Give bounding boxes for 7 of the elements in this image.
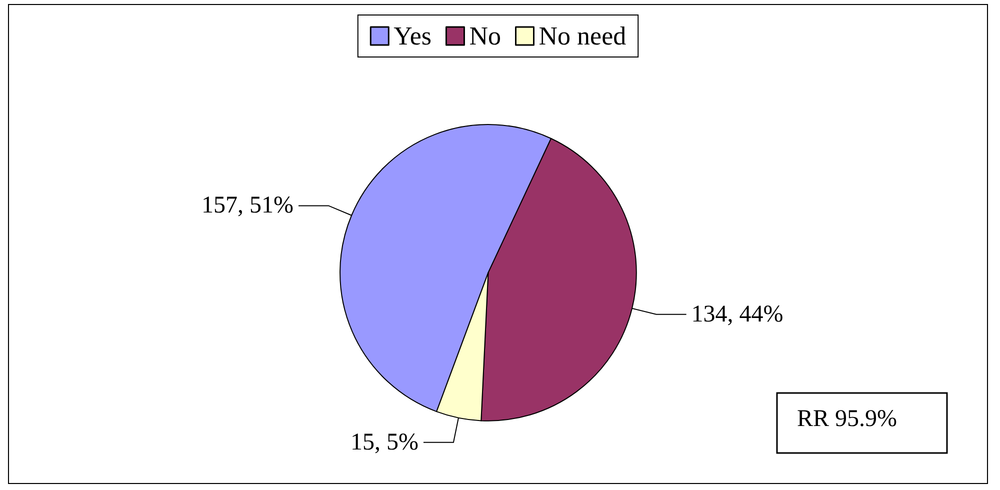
data-label: 157, 51% (202, 192, 294, 219)
data-label: 15, 5% (350, 429, 418, 456)
legend-label: No (469, 22, 502, 50)
data-label: 134, 44% (691, 301, 784, 328)
legend-label: No need (538, 22, 626, 50)
legend-label: Yes (394, 22, 432, 50)
text: RR 95.9% (796, 406, 898, 432)
